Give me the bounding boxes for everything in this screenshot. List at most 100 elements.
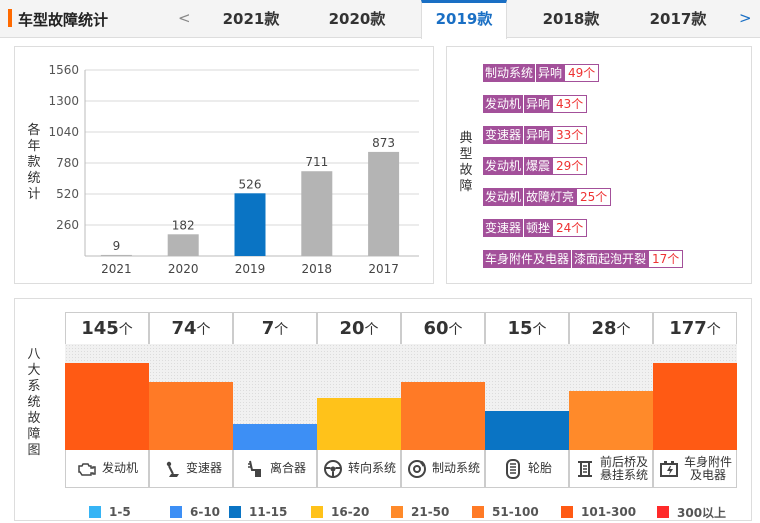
suspension-icon: [577, 460, 592, 477]
tab-2019[interactable]: 2019款: [421, 0, 507, 39]
fault-item[interactable]: 变速器 异响 33个: [483, 126, 588, 144]
legend-label: 16-20: [331, 505, 370, 519]
tab-2018[interactable]: 2018款: [542, 10, 600, 28]
y-tick-label: 780: [56, 156, 79, 170]
clutch-pedal-icon: [247, 460, 261, 477]
legend-swatch: [170, 506, 182, 518]
legend-label: 51-100: [492, 505, 539, 519]
fault-count: 49个: [564, 64, 600, 82]
x-tick-label: 2021: [101, 262, 132, 276]
legend-swatch: [311, 506, 323, 518]
system-count-unit: 个: [364, 322, 379, 338]
year-bar-chart: 260 520 780 1040 1300 1560 9 2021 182 2020 526 2019…: [48, 63, 419, 276]
legend-swatch: [472, 506, 484, 518]
fault-count: 43个: [552, 95, 588, 113]
system-name-text: 制动系统: [431, 461, 480, 475]
fault-issue: 异响: [523, 126, 553, 144]
fault-system: 发动机: [483, 188, 524, 206]
system-bar-area: [569, 344, 653, 450]
legend-swatch: [391, 506, 403, 518]
fault-count: 25个: [576, 188, 612, 206]
fault-issue: 故障灯亮: [523, 188, 577, 206]
fault-issue: 漆面起泡开裂: [571, 250, 649, 268]
eight-systems-label: 八大系统故障图: [27, 347, 41, 459]
legend-item: 1-5: [89, 505, 131, 519]
tab-2017[interactable]: 2017款: [649, 10, 707, 28]
system-column[interactable]: 15个 轮胎: [485, 312, 569, 492]
bar-value-label: 9: [113, 239, 121, 253]
tab-2021[interactable]: 2021款: [222, 10, 280, 28]
legend-swatch: [657, 506, 669, 518]
system-count: 60个: [401, 312, 485, 344]
fault-count: 17个: [648, 250, 684, 268]
y-tick-label: 520: [56, 187, 79, 201]
legend-label: 6-10: [190, 505, 221, 519]
fault-item[interactable]: 发动机 异响 43个: [483, 95, 588, 113]
fault-item[interactable]: 变速器 顿挫 24个: [483, 219, 588, 237]
legend-item: 11-15: [229, 505, 287, 519]
bar-value-label: 873: [372, 136, 395, 150]
fault-item[interactable]: 车身附件及电器 漆面起泡开裂 17个: [483, 250, 684, 268]
system-column[interactable]: 7个 离合器: [233, 312, 317, 492]
battery-icon: [659, 460, 678, 477]
legend-item: 21-50: [391, 505, 449, 519]
fault-item[interactable]: 发动机 爆震 29个: [483, 157, 588, 175]
fault-item[interactable]: 发动机 故障灯亮 25个: [483, 188, 612, 206]
bar-2021: [100, 254, 132, 256]
legend-swatch: [89, 506, 101, 518]
system-column[interactable]: 20个 转向系统: [317, 312, 401, 492]
gear-shift-icon: [166, 461, 179, 477]
title-accent: [8, 9, 12, 27]
prev-arrow-button[interactable]: <: [178, 9, 191, 27]
bar-value-label: 182: [172, 218, 195, 232]
system-bar-area: [149, 344, 233, 450]
system-name-text: 离合器: [269, 461, 306, 475]
system-count-unit: 个: [616, 322, 631, 338]
fault-issue: 顿挫: [523, 219, 553, 237]
system-count-unit: 个: [532, 322, 547, 338]
y-axis-label-text: 各年款统计: [27, 123, 41, 202]
system-bar-area: [65, 344, 149, 450]
system-count: 145个: [65, 312, 149, 344]
legend-label: 300以上: [677, 505, 727, 520]
system-count-value: 145: [81, 318, 119, 339]
system-column[interactable]: 177个 车身附件 及电器: [653, 312, 737, 492]
bar-2019: [234, 193, 266, 256]
y-axis-label: 各年款统计: [27, 123, 41, 203]
system-count-unit: 个: [274, 322, 289, 338]
system-count: 15个: [485, 312, 569, 344]
tire-icon: [505, 458, 520, 479]
x-tick-label: 2020: [168, 262, 199, 276]
system-column[interactable]: 145个发动机: [65, 312, 149, 492]
system-bar-area: [653, 344, 737, 450]
fault-system: 车身附件及电器: [483, 250, 572, 268]
system-name: 制动系统: [401, 450, 485, 488]
system-bar-area: [317, 344, 401, 450]
legend-label: 101-300: [581, 505, 637, 519]
fault-count: 29个: [552, 157, 588, 175]
system-count-unit: 个: [196, 322, 211, 338]
legend-item: 6-10: [170, 505, 220, 519]
typical-faults-label: 典型故障: [459, 131, 473, 195]
system-count: 28个: [569, 312, 653, 344]
next-arrow-button[interactable]: >: [739, 9, 752, 27]
bar-value-label: 526: [239, 177, 262, 191]
fault-item[interactable]: 制动系统 异响 49个: [483, 64, 600, 82]
system-name-text: 发动机: [101, 461, 138, 475]
system-column[interactable]: 74个 变速器: [149, 312, 233, 492]
system-bar-fill: [401, 382, 485, 450]
bar-2020: [167, 234, 199, 256]
system-count-unit: 个: [118, 322, 133, 338]
fault-issue: 爆震: [523, 157, 553, 175]
system-count: 74个: [149, 312, 233, 344]
system-name: 前后桥及 悬挂系统: [569, 450, 653, 488]
system-name: 车身附件 及电器: [653, 450, 737, 488]
system-bar-fill: [233, 423, 317, 450]
fault-count: 24个: [552, 219, 588, 237]
tab-2020[interactable]: 2020款: [328, 10, 386, 28]
y-tick-label: 1560: [48, 63, 79, 77]
fault-system: 发动机: [483, 95, 524, 113]
legend-label: 11-15: [249, 505, 288, 519]
system-column[interactable]: 28个前后桥及 悬挂系统: [569, 312, 653, 492]
system-column[interactable]: 60个制动系统: [401, 312, 485, 492]
